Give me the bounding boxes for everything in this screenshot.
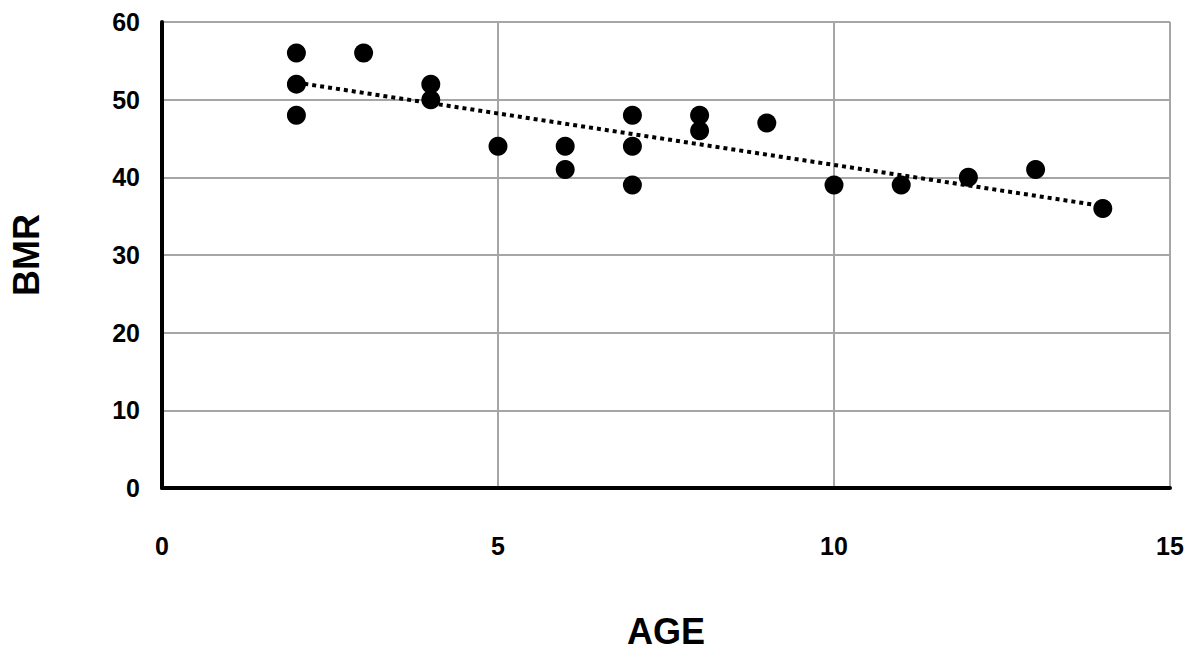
svg-text:40: 40 bbox=[112, 163, 140, 191]
svg-text:0: 0 bbox=[155, 532, 169, 560]
svg-text:0: 0 bbox=[126, 474, 140, 502]
svg-text:AGE: AGE bbox=[627, 611, 705, 652]
svg-text:BMR: BMR bbox=[6, 214, 47, 296]
svg-text:60: 60 bbox=[112, 8, 140, 36]
svg-text:20: 20 bbox=[112, 319, 140, 347]
svg-text:50: 50 bbox=[112, 86, 140, 114]
svg-text:5: 5 bbox=[491, 532, 505, 560]
svg-text:15: 15 bbox=[1156, 532, 1184, 560]
svg-text:30: 30 bbox=[112, 241, 140, 269]
svg-text:10: 10 bbox=[112, 396, 140, 424]
svg-text:10: 10 bbox=[820, 532, 848, 560]
